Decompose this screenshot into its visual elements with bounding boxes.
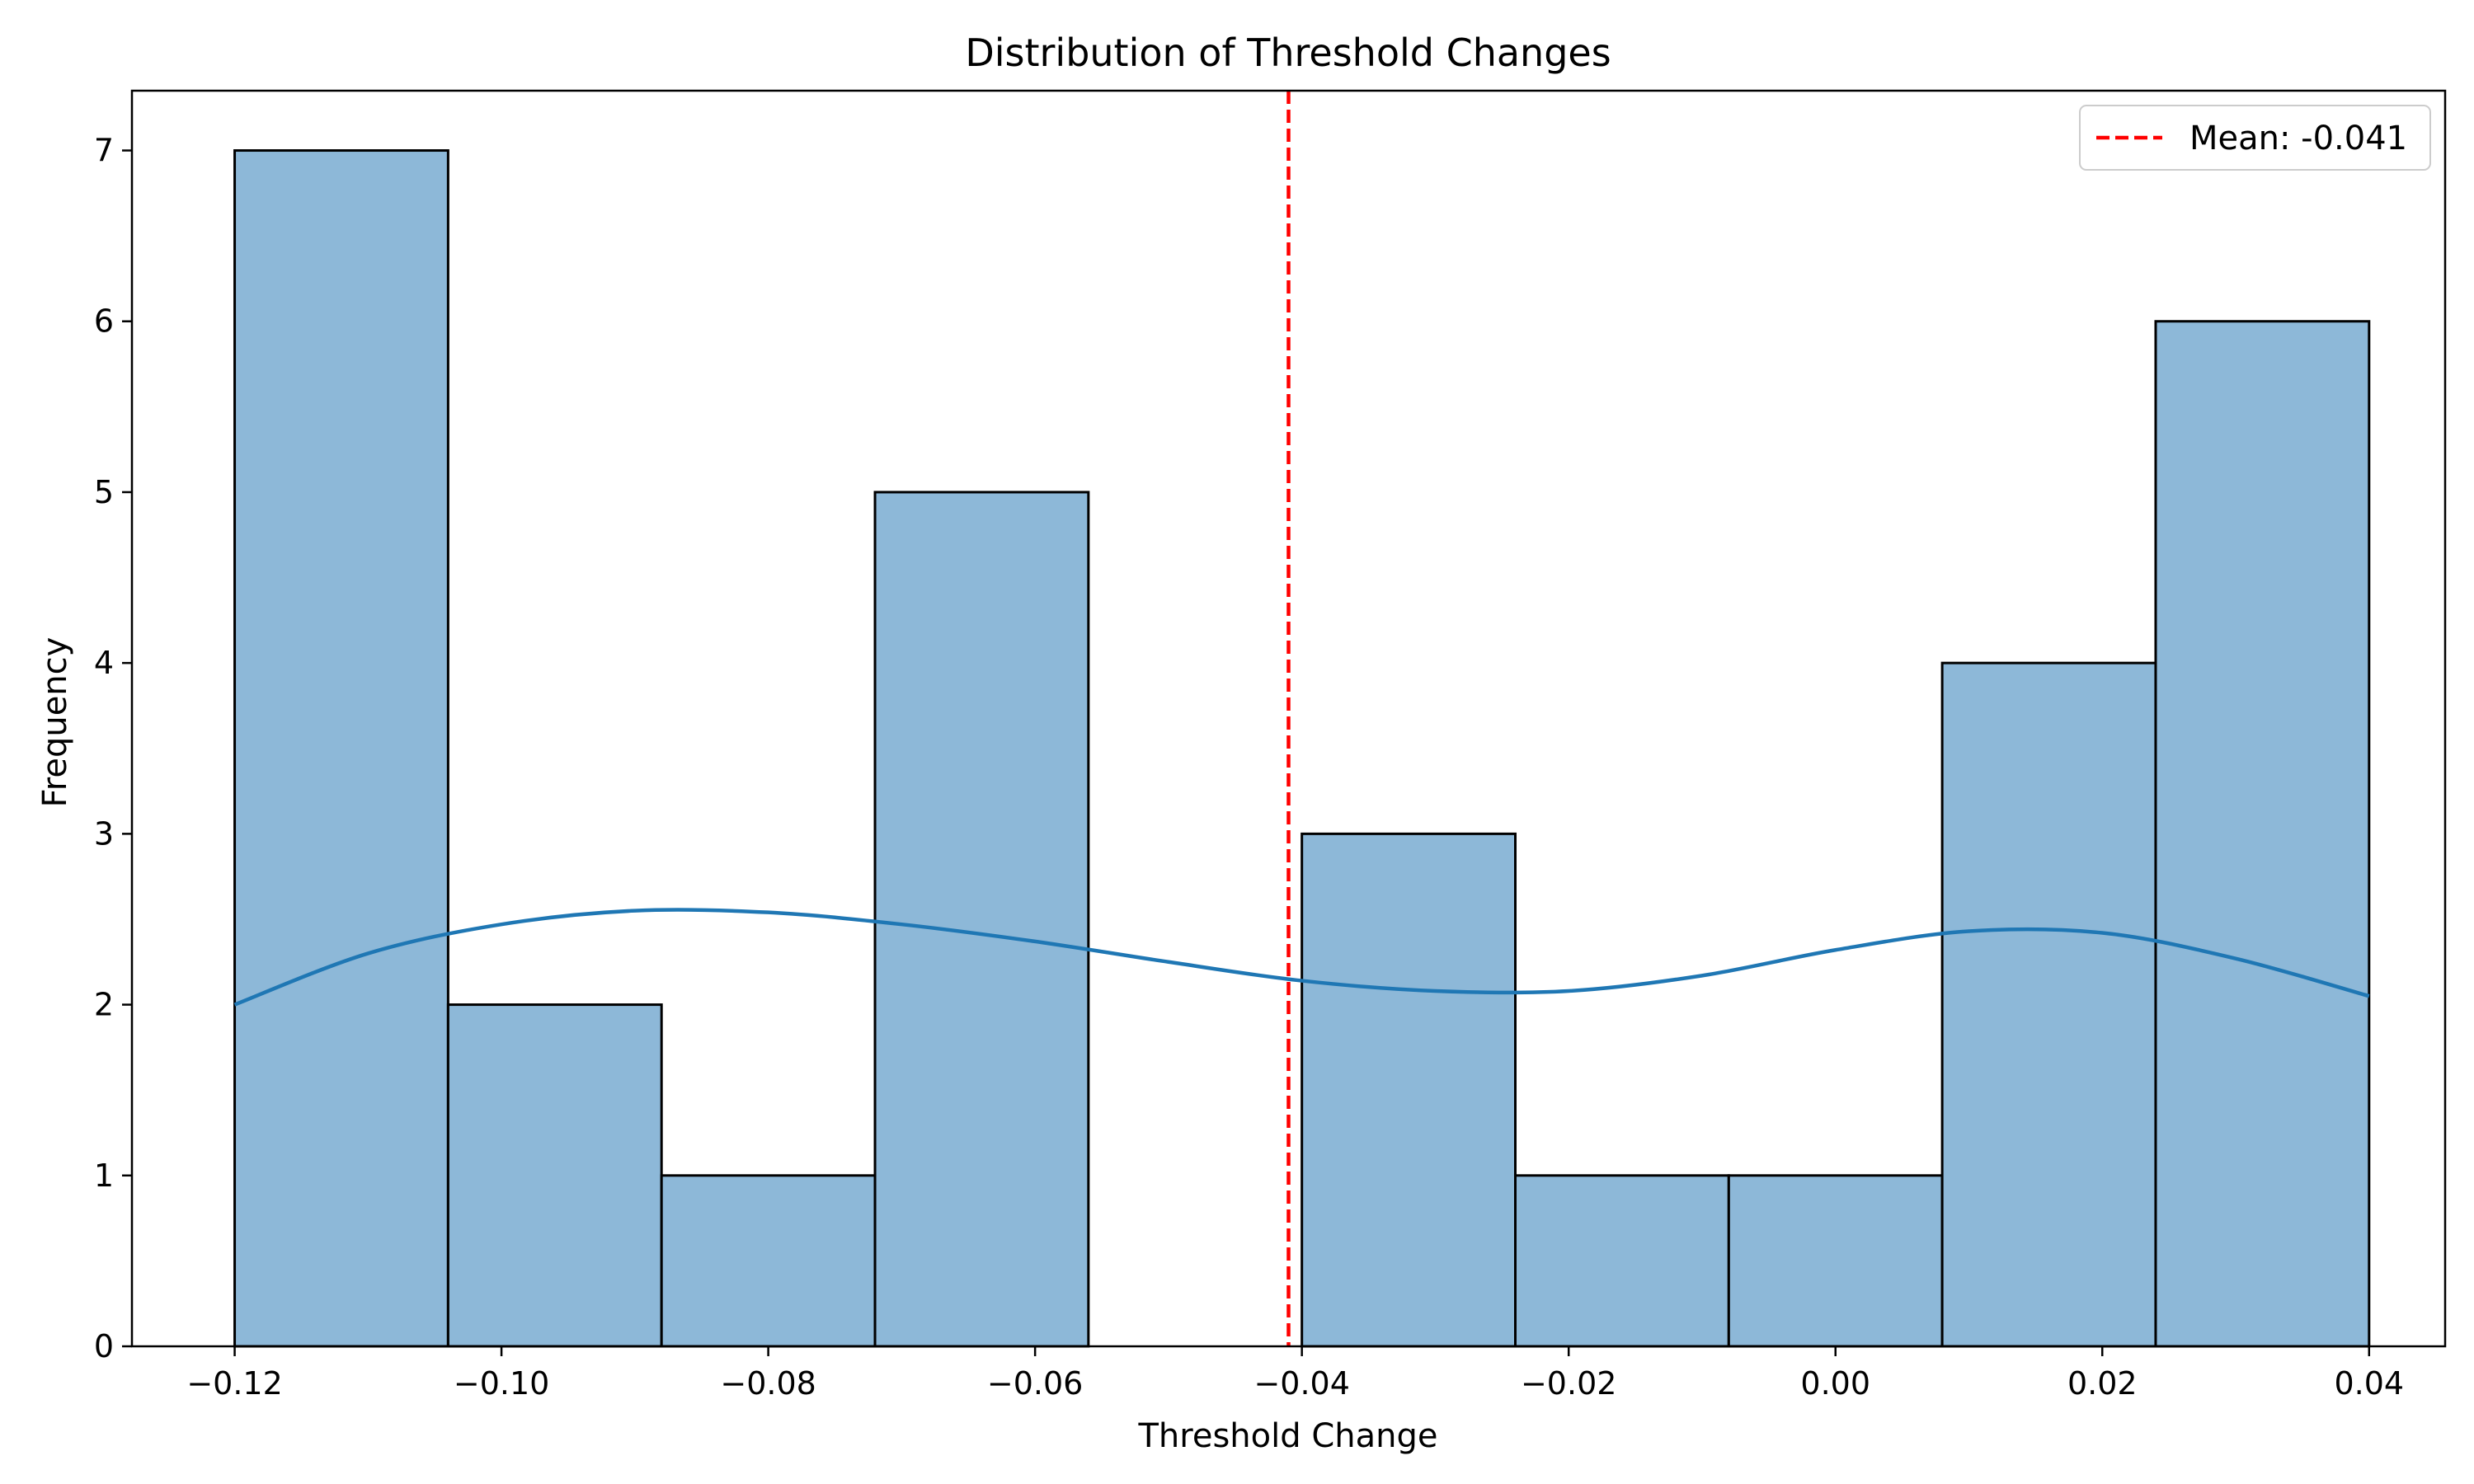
x-tick-label: −0.02 xyxy=(1521,1365,1616,1402)
y-axis-label: Frequency xyxy=(36,637,74,808)
x-axis-ticks: −0.12 −0.10 −0.08 −0.06 −0.04 −0.02 0.00 0.02 0.… xyxy=(186,1346,2404,1402)
y-tick-label: 3 xyxy=(94,815,114,852)
y-tick-label: 5 xyxy=(94,474,114,510)
histogram-bar xyxy=(660,1174,877,1348)
kde-curve xyxy=(233,908,2370,1007)
y-tick-label: 7 xyxy=(94,133,114,169)
histogram-bar xyxy=(873,491,1090,1348)
x-tick-label: −0.06 xyxy=(987,1365,1083,1402)
x-tick-label: −0.04 xyxy=(1253,1365,1349,1402)
chart-title: Distribution of Threshold Changes xyxy=(965,31,1611,75)
bars-layer xyxy=(233,149,2371,1348)
x-tick-label: 0.00 xyxy=(1800,1365,1870,1402)
y-tick-label: 6 xyxy=(94,303,114,340)
histogram-bar xyxy=(1727,1174,1944,1348)
y-axis-ticks: 0 1 2 3 4 5 6 7 xyxy=(94,133,132,1364)
x-tick-label: 0.04 xyxy=(2334,1365,2404,1402)
histogram-bar xyxy=(446,1003,663,1348)
kde-layer xyxy=(233,908,2370,1007)
x-tick-label: −0.10 xyxy=(454,1365,549,1402)
x-tick-label: −0.12 xyxy=(186,1365,282,1402)
x-tick-label: 0.02 xyxy=(2067,1365,2138,1402)
y-tick-label: 2 xyxy=(94,987,114,1023)
x-axis-label: Threshold Change xyxy=(1138,1417,1438,1455)
y-tick-label: 1 xyxy=(94,1158,114,1194)
legend-mean-label: Mean: -0.041 xyxy=(2189,120,2407,157)
x-tick-label: −0.08 xyxy=(720,1365,816,1402)
plot-frame xyxy=(130,89,2447,1348)
histogram-bar xyxy=(1514,1174,1730,1348)
legend-box xyxy=(2079,105,2431,171)
histogram-bar xyxy=(1300,832,1517,1348)
y-tick-label: 4 xyxy=(94,645,114,681)
histogram-bar xyxy=(233,149,449,1348)
legend: Mean: -0.041 xyxy=(2079,105,2431,171)
y-tick-label: 0 xyxy=(94,1328,114,1364)
histogram-bar xyxy=(1940,661,2157,1348)
histogram-bar xyxy=(2154,320,2371,1348)
